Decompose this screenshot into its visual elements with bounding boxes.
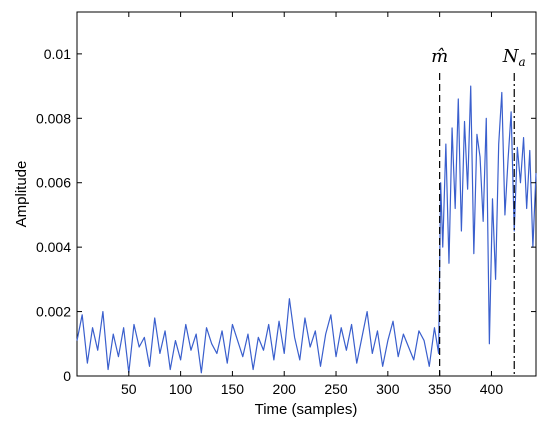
y-tick-label: 0.008 [36,110,71,126]
marker-layer: m̂ Na [431,46,526,376]
y-tick-label: 0.01 [44,46,71,62]
y-tick-label: 0.004 [36,239,71,255]
series-line-0 [76,85,537,374]
x-tick-label: 50 [121,381,137,397]
y-ticks: 0 0.002 0.004 0.006 0.008 0.01 [36,46,536,384]
x-tick-label: 300 [376,381,400,397]
x-tick-label: 400 [480,381,504,397]
x-tick-label: 200 [273,381,297,397]
y-tick-label: 0.006 [36,175,71,191]
axes-box [76,11,537,377]
marker-label-0: m̂ [431,46,448,67]
plot-area: m̂ Na 50 100 150 200 250 300 350 400 0 0.002 0.004… [36,11,537,397]
x-tick-label: 100 [169,381,193,397]
series-layer [76,85,537,374]
x-ticks: 50 100 150 200 250 300 350 400 [121,12,503,397]
x-tick-label: 250 [324,381,348,397]
x-tick-label: 350 [428,381,452,397]
x-axis-label: Time (samples) [255,401,358,418]
y-tick-label: 0.002 [36,304,71,320]
y-axis-label: Amplitude [13,161,30,228]
x-tick-label: 150 [221,381,245,397]
y-tick-label: 0 [63,368,71,384]
